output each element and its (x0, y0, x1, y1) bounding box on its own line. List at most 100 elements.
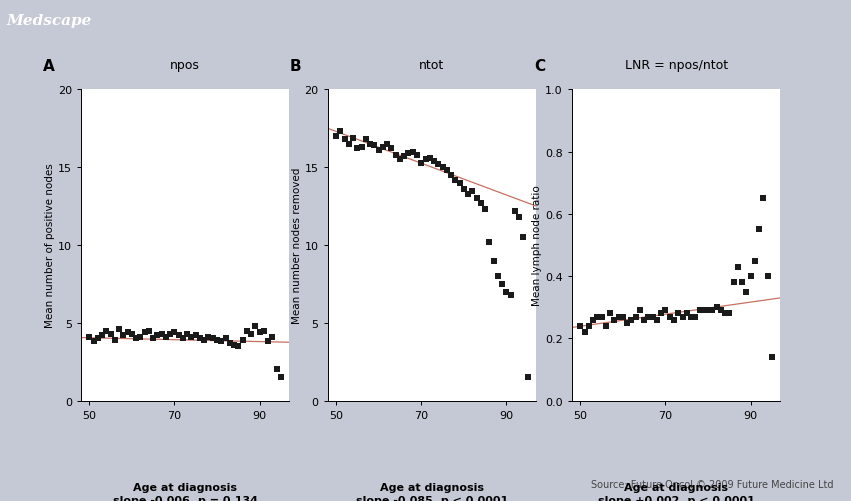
Point (231, 343, 245, 351)
Point (423, 154, 437, 162)
Point (642, 313, 655, 321)
Text: A: A (43, 59, 55, 74)
Point (389, 151, 403, 159)
Point (461, 190, 475, 198)
Y-axis label: Mean number of positive nodes: Mean number of positive nodes (45, 163, 55, 328)
Point (757, 195, 770, 203)
Point (710, 304, 723, 312)
Point (329, 133, 343, 141)
Point (159, 333, 173, 341)
Text: LNR = npos/ntot: LNR = npos/ntot (625, 59, 728, 72)
Point (87, 338, 100, 346)
Point (385, 145, 398, 153)
Point (261, 338, 275, 346)
Point (227, 341, 241, 349)
Point (470, 195, 483, 203)
Point (504, 291, 517, 299)
Point (359, 136, 373, 144)
Point (372, 147, 386, 155)
Point (714, 307, 728, 315)
Point (578, 329, 591, 337)
Point (91, 335, 105, 343)
Text: Source: Future Oncol © 2009 Future Medicine Ltd: Source: Future Oncol © 2009 Future Medic… (591, 479, 834, 489)
Point (214, 338, 228, 346)
Point (591, 313, 604, 321)
Point (244, 330, 258, 338)
Point (155, 330, 168, 338)
Point (586, 316, 600, 324)
Point (603, 310, 617, 318)
Point (406, 148, 420, 156)
Point (646, 313, 660, 321)
Point (270, 366, 283, 374)
Text: ntot: ntot (420, 59, 444, 72)
Point (718, 310, 732, 318)
Point (427, 158, 441, 166)
Point (478, 206, 492, 214)
Point (117, 332, 130, 340)
Point (676, 313, 689, 321)
Point (274, 373, 288, 382)
Point (393, 156, 407, 164)
Point (176, 335, 190, 343)
Point (625, 316, 638, 324)
Point (368, 142, 381, 150)
Point (465, 187, 479, 195)
Point (134, 333, 147, 341)
Point (595, 313, 608, 321)
Text: Medscape: Medscape (7, 14, 92, 28)
Point (419, 156, 432, 164)
Text: B: B (290, 59, 302, 74)
Point (197, 336, 211, 344)
Point (735, 279, 749, 287)
Point (650, 316, 664, 324)
Point (112, 325, 126, 333)
Point (761, 273, 774, 281)
Point (180, 330, 194, 338)
Point (95, 332, 109, 340)
Point (376, 144, 390, 152)
Point (202, 333, 215, 341)
Point (740, 288, 753, 296)
Point (495, 280, 509, 288)
Point (582, 322, 596, 330)
Point (168, 329, 181, 337)
Point (108, 336, 122, 344)
Point (189, 332, 203, 340)
Point (453, 179, 466, 187)
Point (436, 164, 449, 172)
Point (620, 319, 634, 327)
Point (659, 307, 672, 315)
Text: Age at diagnosis
slope +0.002, p < 0.0001: Age at diagnosis slope +0.002, p < 0.000… (597, 481, 755, 501)
Point (431, 161, 445, 169)
Point (654, 310, 668, 318)
Point (616, 313, 630, 321)
Point (402, 150, 415, 158)
Text: Age at diagnosis
slope -0.085, p < 0.0001: Age at diagnosis slope -0.085, p < 0.000… (356, 481, 508, 501)
Point (83, 333, 96, 341)
Point (487, 257, 500, 265)
Point (163, 330, 177, 338)
Point (448, 176, 462, 184)
Point (629, 313, 643, 321)
Point (508, 207, 522, 215)
Point (748, 257, 762, 265)
Point (363, 140, 377, 148)
Text: npos: npos (170, 59, 200, 72)
Point (693, 307, 706, 315)
Text: Age at diagnosis
slope -0.006, p = 0.134: Age at diagnosis slope -0.006, p = 0.134 (112, 481, 258, 501)
Point (744, 273, 757, 281)
Point (574, 322, 587, 330)
Y-axis label: Mean lymph node ratio: Mean lymph node ratio (533, 185, 542, 306)
Point (474, 199, 488, 207)
Point (414, 159, 428, 167)
Point (146, 335, 160, 343)
Point (334, 128, 347, 136)
Point (236, 336, 249, 344)
Point (142, 327, 156, 335)
Point (684, 313, 698, 321)
Point (599, 322, 613, 330)
Point (193, 335, 207, 343)
Point (266, 333, 279, 341)
Point (701, 307, 715, 315)
